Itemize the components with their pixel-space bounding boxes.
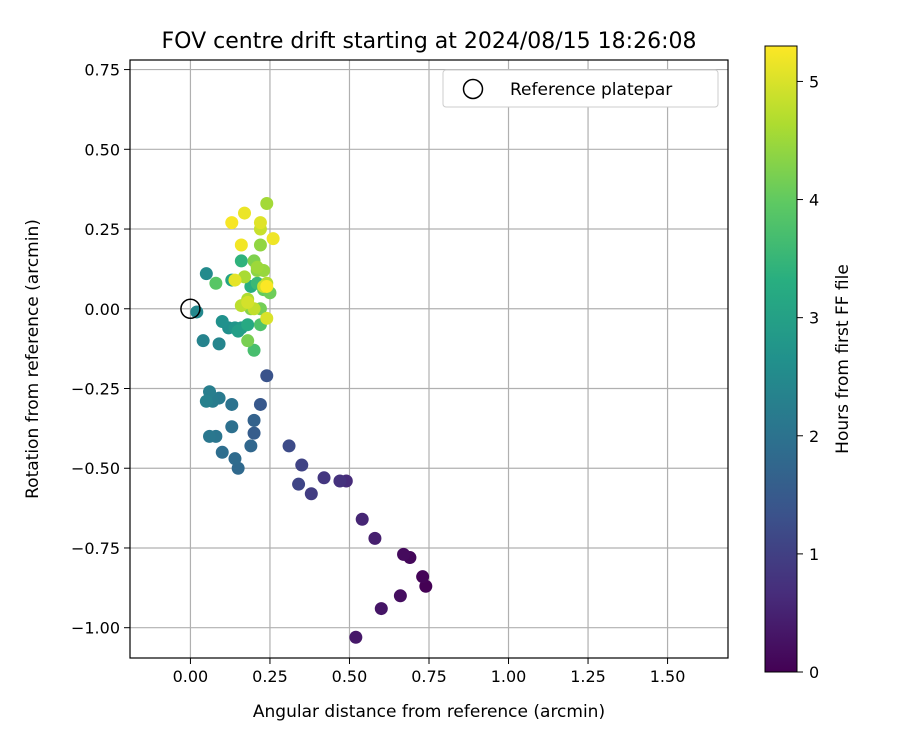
data-point (260, 279, 274, 293)
data-point (355, 512, 369, 526)
colorbar-tick-label: 4 (809, 191, 819, 210)
data-point (199, 394, 213, 408)
data-point (393, 589, 407, 603)
colorbar-tick-label: 5 (809, 72, 819, 91)
data-point (225, 397, 239, 411)
colorbar-ticks: 0 1 2 3 4 5 (797, 72, 819, 682)
y-tick-label: −0.25 (71, 380, 120, 399)
data-point (333, 474, 347, 488)
grid-lines (130, 60, 728, 658)
data-point (196, 334, 210, 348)
colorbar-label: Hours from first FF file (833, 264, 853, 454)
data-point (247, 343, 261, 357)
x-axis-label: Angular distance from reference (arcmin) (253, 702, 605, 722)
data-point (241, 334, 255, 348)
legend-box (442, 69, 719, 108)
data-point (260, 197, 274, 211)
x-tick-label: 0.75 (411, 667, 447, 686)
y-tick-label: −0.50 (71, 459, 120, 478)
y-tick-label: 0.25 (84, 220, 120, 239)
data-point (228, 452, 242, 466)
data-point (203, 429, 217, 443)
data-points (180, 197, 433, 644)
data-point (253, 216, 267, 230)
colorbar-tick-label: 0 (809, 663, 819, 682)
data-point (266, 232, 280, 246)
data-point (247, 426, 261, 440)
x-tick-label: 0.50 (332, 667, 368, 686)
colorbar-tick-label: 3 (809, 309, 819, 328)
data-point (225, 216, 239, 230)
colorbar-tick-label: 1 (809, 545, 819, 564)
colorbar-gradient (764, 45, 798, 673)
data-point (253, 397, 267, 411)
data-point (247, 413, 261, 427)
colorbar: 0 1 2 3 4 5 Hours from first FF file (764, 45, 853, 682)
data-point (228, 273, 242, 287)
data-point (397, 547, 411, 561)
data-point (225, 420, 239, 434)
data-point (260, 311, 274, 325)
legend-entry-reference: Reference platepar (510, 80, 672, 100)
data-point (241, 318, 255, 332)
data-point (209, 276, 223, 290)
data-point (368, 531, 382, 545)
data-point (231, 324, 245, 338)
data-point (317, 471, 331, 485)
data-point (374, 602, 388, 616)
y-tick-label: 0.00 (84, 300, 120, 319)
data-point (212, 337, 226, 351)
data-point (238, 206, 252, 220)
data-point (295, 458, 309, 472)
data-point (292, 477, 306, 491)
data-point (215, 445, 229, 459)
data-point (250, 260, 264, 274)
data-point (199, 267, 213, 281)
data-point (244, 439, 258, 453)
x-tick-label: 0.25 (252, 667, 288, 686)
data-point (416, 570, 430, 584)
legend-marker-icon (462, 78, 484, 100)
data-point (234, 254, 248, 268)
plot-area-frame (129, 59, 729, 659)
y-tick-label: 0.75 (84, 61, 120, 80)
data-point (260, 369, 274, 383)
y-tick-label: −1.00 (71, 619, 120, 638)
x-tick-label: 1.50 (650, 667, 686, 686)
data-point (215, 315, 229, 329)
x-tick-label: 1.25 (570, 667, 606, 686)
data-point (241, 295, 255, 309)
y-tick-label: −0.75 (71, 539, 120, 558)
legend: Reference platepar (442, 69, 719, 108)
reference-marker (180, 298, 201, 320)
axis-ticks: 0.00 0.25 0.50 0.75 1.00 1.25 1.50 0.75 0.50 0.25… (71, 61, 685, 686)
y-tick-label: 0.50 (84, 140, 120, 159)
data-point (349, 630, 363, 644)
colorbar-tick-label: 2 (809, 427, 819, 446)
data-point (282, 439, 296, 453)
data-point (253, 238, 267, 252)
data-point (234, 238, 248, 252)
x-tick-label: 0.00 (173, 667, 209, 686)
chart-title: FOV centre drift starting at 2024/08/15 … (162, 29, 697, 54)
x-tick-label: 1.00 (491, 667, 527, 686)
data-point (304, 487, 318, 501)
y-axis-label: Rotation from reference (arcmin) (23, 219, 43, 499)
